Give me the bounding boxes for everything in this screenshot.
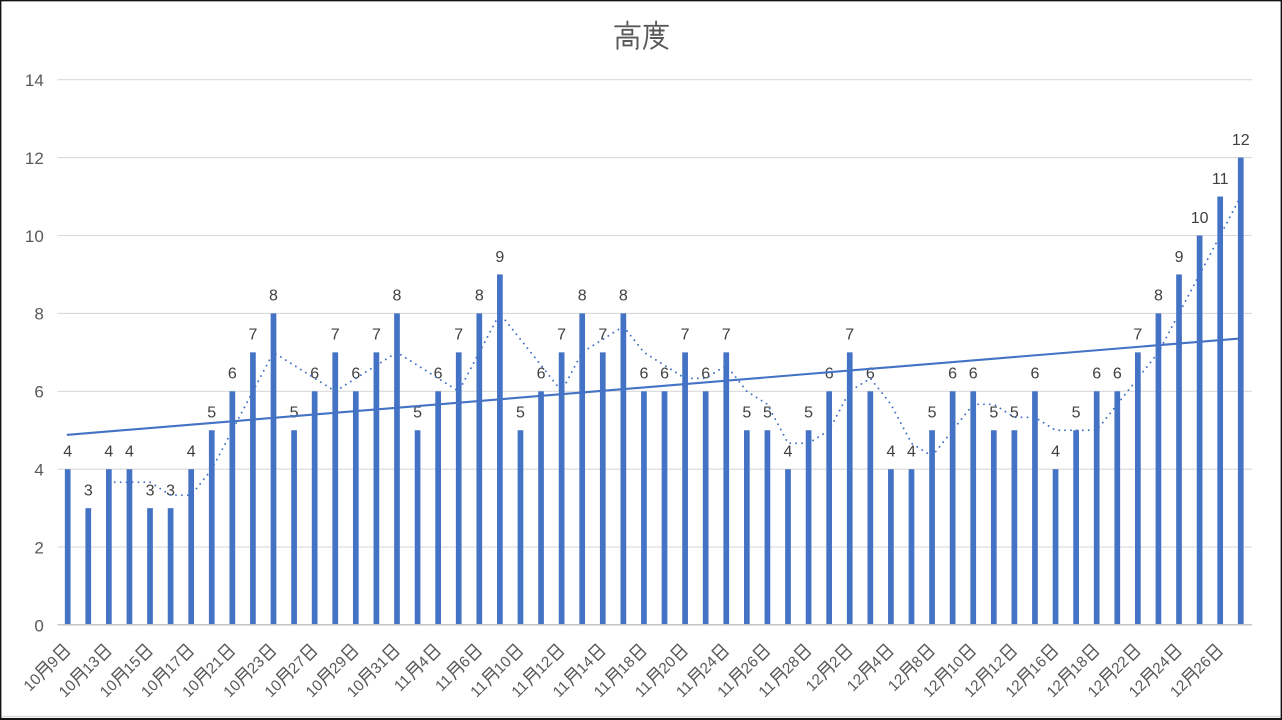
svg-text:12: 12 xyxy=(1232,132,1250,149)
svg-text:7: 7 xyxy=(454,327,463,344)
svg-text:2: 2 xyxy=(34,538,43,557)
svg-text:6: 6 xyxy=(228,366,237,383)
svg-text:4: 4 xyxy=(784,444,793,461)
svg-text:5: 5 xyxy=(928,405,937,422)
svg-text:5: 5 xyxy=(413,405,422,422)
svg-text:8: 8 xyxy=(578,288,587,305)
svg-text:8: 8 xyxy=(34,305,43,324)
svg-text:3: 3 xyxy=(166,482,175,499)
svg-text:5: 5 xyxy=(1072,405,1081,422)
svg-text:7: 7 xyxy=(722,327,731,344)
svg-text:7: 7 xyxy=(557,327,566,344)
svg-text:6: 6 xyxy=(701,366,710,383)
svg-text:7: 7 xyxy=(372,327,381,344)
svg-text:6: 6 xyxy=(948,366,957,383)
svg-text:4: 4 xyxy=(886,444,895,461)
svg-text:6: 6 xyxy=(825,366,834,383)
svg-text:5: 5 xyxy=(804,405,813,422)
svg-text:8: 8 xyxy=(475,288,484,305)
svg-text:12: 12 xyxy=(25,149,44,168)
svg-text:8: 8 xyxy=(619,288,628,305)
svg-text:9: 9 xyxy=(1175,249,1184,266)
svg-text:11: 11 xyxy=(1212,171,1229,188)
svg-text:8: 8 xyxy=(393,288,402,305)
svg-text:8: 8 xyxy=(1154,288,1163,305)
svg-text:3: 3 xyxy=(84,482,93,499)
svg-text:10: 10 xyxy=(25,227,44,246)
svg-text:6: 6 xyxy=(1092,366,1101,383)
svg-text:10: 10 xyxy=(1191,210,1209,227)
svg-text:7: 7 xyxy=(1133,327,1142,344)
svg-text:14: 14 xyxy=(25,71,44,90)
svg-text:5: 5 xyxy=(290,405,299,422)
svg-text:4: 4 xyxy=(1051,444,1060,461)
svg-text:3: 3 xyxy=(146,482,155,499)
svg-text:6: 6 xyxy=(434,366,443,383)
svg-text:9: 9 xyxy=(495,249,504,266)
svg-text:7: 7 xyxy=(598,327,607,344)
svg-text:4: 4 xyxy=(125,444,134,461)
svg-text:5: 5 xyxy=(989,405,998,422)
svg-text:4: 4 xyxy=(187,444,196,461)
svg-text:4: 4 xyxy=(34,461,43,480)
svg-text:6: 6 xyxy=(34,383,43,402)
svg-text:7: 7 xyxy=(331,327,340,344)
svg-text:6: 6 xyxy=(660,366,669,383)
svg-text:5: 5 xyxy=(1010,405,1019,422)
svg-text:6: 6 xyxy=(1031,366,1040,383)
svg-text:5: 5 xyxy=(742,405,751,422)
svg-text:0: 0 xyxy=(34,616,43,635)
svg-text:5: 5 xyxy=(763,405,772,422)
svg-text:4: 4 xyxy=(63,444,72,461)
svg-text:6: 6 xyxy=(310,366,319,383)
svg-text:4: 4 xyxy=(907,444,916,461)
svg-text:6: 6 xyxy=(351,366,360,383)
svg-text:6: 6 xyxy=(537,366,546,383)
svg-text:5: 5 xyxy=(207,405,216,422)
svg-text:5: 5 xyxy=(516,405,525,422)
svg-text:7: 7 xyxy=(845,327,854,344)
svg-text:6: 6 xyxy=(639,366,648,383)
svg-text:7: 7 xyxy=(681,327,690,344)
svg-text:8: 8 xyxy=(269,288,278,305)
svg-text:6: 6 xyxy=(866,366,875,383)
svg-text:7: 7 xyxy=(248,327,257,344)
svg-text:4: 4 xyxy=(104,444,113,461)
svg-text:6: 6 xyxy=(1113,366,1122,383)
svg-text:6: 6 xyxy=(969,366,978,383)
